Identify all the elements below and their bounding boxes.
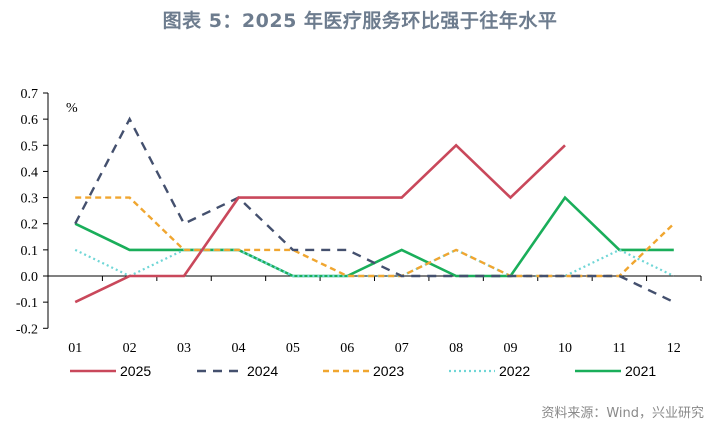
y-tick-label: 0.3	[21, 192, 39, 207]
y-tick-label: 0.2	[21, 218, 39, 233]
source-note: 资料来源：Wind，兴业研究	[541, 406, 704, 421]
y-tick-label: -0.2	[16, 322, 38, 337]
y-tick-label: 0.6	[21, 113, 39, 128]
legend-label: 2023	[373, 363, 404, 379]
y-tick-label: 0.0	[21, 270, 39, 285]
x-tick-label: 08	[449, 341, 463, 356]
x-tick-label: 01	[68, 341, 82, 356]
legend-item-2023: 2023	[323, 363, 404, 379]
legend-label: 2024	[247, 363, 278, 379]
legend-item-2021: 2021	[575, 363, 656, 379]
unit-label: %	[66, 101, 78, 116]
x-tick-label: 05	[286, 341, 300, 356]
x-tick-label: 06	[340, 341, 354, 356]
x-tick-label: 12	[667, 341, 681, 356]
legend-item-2022: 2022	[449, 363, 530, 379]
y-tick-label: 0.7	[21, 87, 39, 102]
series-line-2024	[74, 116, 675, 304]
y-tick-label: 0.5	[21, 139, 39, 154]
x-tick-label: 02	[123, 341, 137, 356]
y-tick-label: 0.1	[21, 244, 39, 259]
series-line-2025	[74, 143, 566, 304]
legend-label: 2025	[120, 363, 151, 379]
y-tick-label: 0.4	[21, 165, 39, 180]
legend-label: 2022	[499, 363, 530, 379]
x-tick-label: 09	[504, 341, 518, 356]
y-axis: 0.7 0.6 0.5 0.4 0.3 0.2 0.1 0.0 -0.1 -0.2	[16, 87, 49, 337]
x-tick-label: 11	[613, 341, 626, 356]
series-lines	[74, 116, 675, 304]
x-tick-label: 07	[395, 341, 409, 356]
x-tick-label: 10	[558, 341, 572, 356]
x-tick-label: 04	[231, 341, 245, 356]
legend-item-2024: 2024	[197, 363, 278, 379]
chart-title: 图表 5：2025 年医疗服务环比强于往年水平	[162, 10, 558, 32]
x-axis: 01 02 03 04 05 06 07 08 09 10 11 12	[48, 275, 702, 356]
x-tick-label: 03	[177, 341, 191, 356]
legend-item-2025: 2025	[70, 363, 151, 379]
y-tick-label: -0.1	[16, 296, 38, 311]
legend-label: 2021	[625, 363, 656, 379]
legend: 2025 2024 2023 2022 2021	[70, 363, 656, 379]
series-line-2022	[74, 248, 675, 278]
